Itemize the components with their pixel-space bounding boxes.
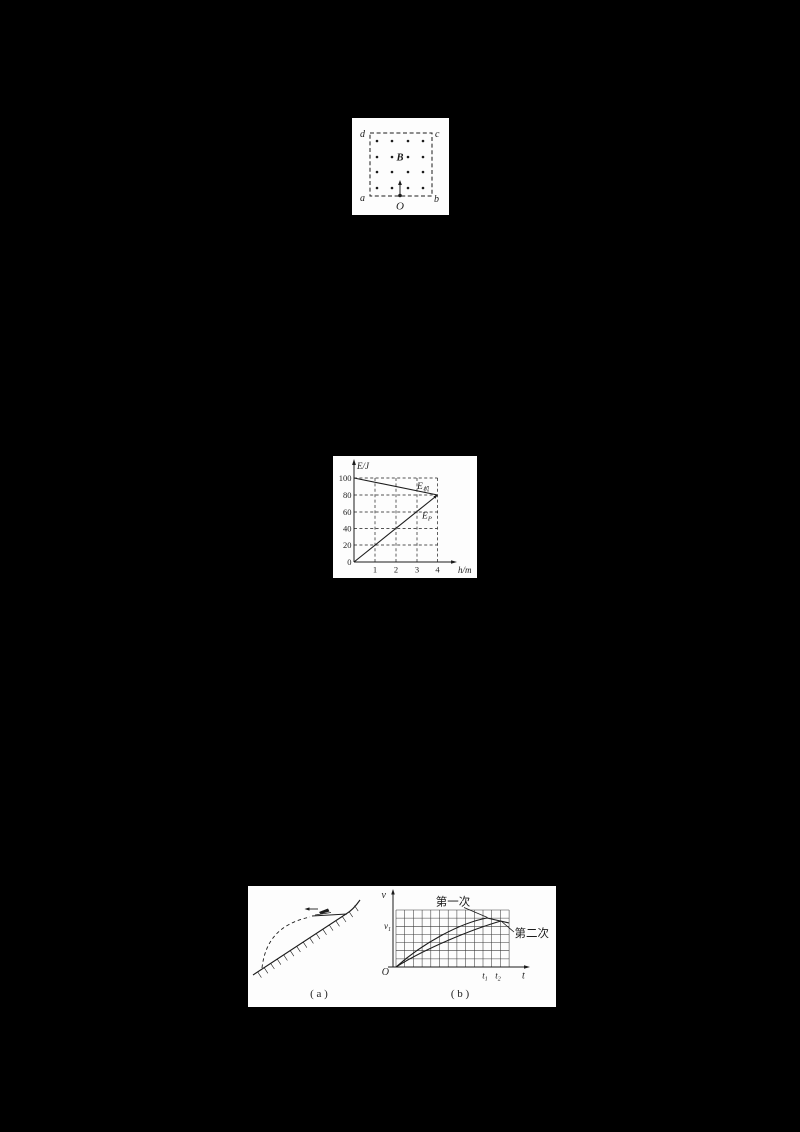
v1-tick-label: v1 <box>384 921 391 933</box>
potential-line-arrowhead <box>433 495 438 499</box>
curve-first-run <box>395 917 510 968</box>
caption-b: ( b ) <box>451 988 470 1000</box>
field-dots <box>375 139 425 190</box>
second-run-label: 第二次 <box>515 926 550 940</box>
motion-arrow-head <box>304 907 310 911</box>
y-tick-80: 80 <box>343 490 352 500</box>
slope-line <box>252 899 361 976</box>
x-tick-2: 2 <box>394 565 398 575</box>
origin-label-b: O <box>382 967 389 978</box>
curve-second-run <box>395 920 502 968</box>
caption-a: ( a ) <box>310 988 328 1000</box>
vt-graph: v O v1 t1 t2 t 第一次 第二次 ( b ) <box>382 889 550 1000</box>
slope-and-vt-svg: ( a ) v O v1 t1 t2 t 第一次 第二次 ( b <box>252 889 550 1000</box>
slope-hatching <box>257 905 359 978</box>
t-axis-arrow <box>524 965 530 969</box>
energy-height-chart: E/J h/m 100 80 60 40 20 0 1 2 3 4 E机 EP <box>333 456 477 578</box>
y-tick-40: 40 <box>343 524 352 534</box>
grid-vertical-lines <box>395 910 510 967</box>
x-tick-4: 4 <box>435 565 440 575</box>
x-tick-1: 1 <box>373 565 377 575</box>
field-boundary-dashed-square <box>369 132 433 197</box>
sled-board-line <box>314 912 332 916</box>
t-axis-label: t <box>522 971 525 982</box>
energy-chart-svg: E/J h/m 100 80 60 40 20 0 1 2 3 4 E机 EP <box>339 459 472 575</box>
field-label: B <box>395 153 403 164</box>
corner-label-b: b <box>434 194 439 205</box>
corner-label-c: c <box>435 129 440 140</box>
x-axis-title: h/m <box>458 565 472 575</box>
leader-first-run <box>463 907 488 918</box>
v-axis-label: v <box>382 890 387 901</box>
origin-label: O <box>396 201 404 213</box>
sled-icon <box>319 908 330 914</box>
velocity-arrow-head <box>398 180 402 185</box>
potential-energy-label: EP <box>421 512 432 523</box>
t1-tick-label: t1 <box>482 971 488 983</box>
magnetic-field-figure: B d c a b O <box>352 118 449 215</box>
x-axis-arrow <box>451 560 457 564</box>
slope-sketch: ( a ) <box>252 899 361 1000</box>
corner-label-a: a <box>360 193 365 204</box>
y-tick-60: 60 <box>343 507 352 517</box>
first-run-label: 第一次 <box>436 895 471 909</box>
magnetic-field-diagram: B d c a b O <box>360 129 440 213</box>
y-axis-arrow <box>352 459 356 465</box>
potential-energy-line <box>353 494 438 563</box>
trajectory-dashed-curve <box>261 916 311 969</box>
t2-tick-label: t2 <box>495 971 501 983</box>
mechanical-energy-label: E机 <box>416 482 430 493</box>
y-tick-20: 20 <box>343 540 352 550</box>
grid-horizontal-lines <box>396 909 510 968</box>
y-axis-title: E/J <box>356 461 370 471</box>
mechanical-energy-line <box>353 477 438 496</box>
leader-second-run <box>500 920 515 933</box>
y-tick-100: 100 <box>339 473 352 483</box>
platform-line <box>311 913 348 917</box>
slope-and-vt-figure: ( a ) v O v1 t1 t2 t 第一次 第二次 ( b <box>248 886 556 1007</box>
x-tick-3: 3 <box>415 565 419 575</box>
corner-label-d: d <box>360 129 366 140</box>
y-tick-0: 0 <box>347 557 351 567</box>
v-axis-arrow <box>391 889 395 895</box>
